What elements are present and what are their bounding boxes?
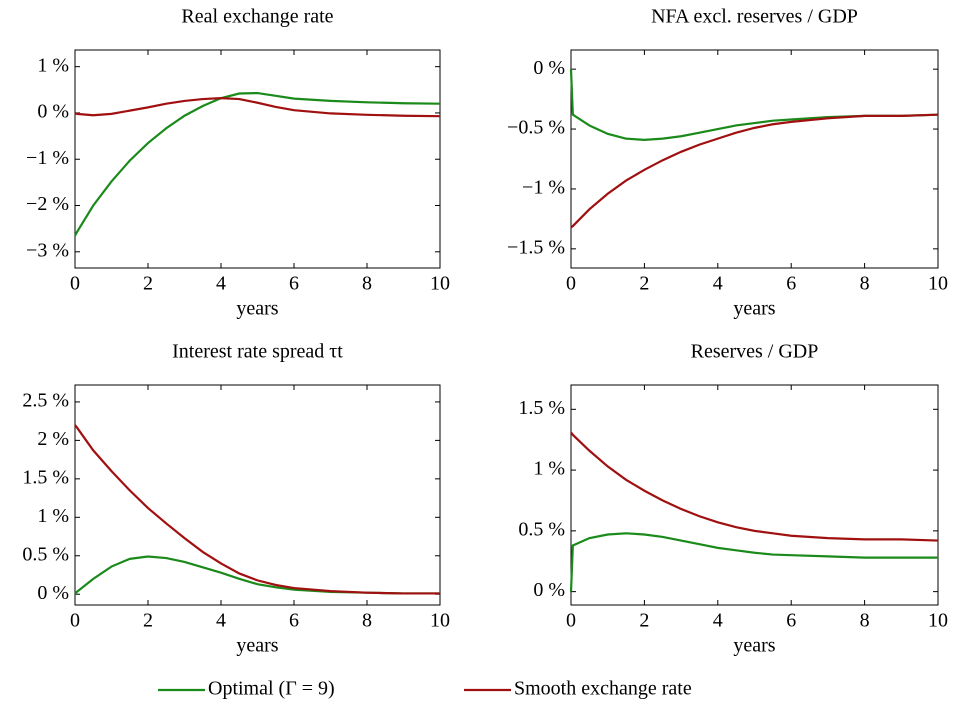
y-tick-label: −3 % [26,239,69,261]
x-tick-label: 6 [289,610,299,632]
x-axis-label: years [236,635,278,657]
x-tick-label: 4 [713,610,723,632]
chart-title: Reserves / GDP [691,341,819,363]
legend-label: Optimal (Γ = 9) [208,678,335,700]
chart-title: Real exchange rate [181,6,333,28]
x-tick-label: 10 [928,273,948,295]
y-tick-label: 2.5 % [22,390,69,412]
plot-frame [570,49,939,269]
x-tick-label: 0 [70,610,80,632]
y-tick-label: −1.5 % [507,236,565,258]
chart-title: NFA excl. reserves / GDP [651,6,858,28]
series-line [74,97,441,118]
y-tick-label: −1 % [522,177,565,199]
x-tick-label: 6 [786,273,796,295]
y-tick-label: 1.5 % [518,397,565,419]
y-tick-label: 2 % [37,428,69,450]
y-tick-label: 0 % [533,579,565,601]
x-tick-label: 0 [566,273,576,295]
legend-label: Smooth exchange rate [514,678,692,700]
y-tick-label: 0.5 % [518,518,565,540]
x-tick-label: 10 [430,610,450,632]
plot-frame [570,384,939,606]
y-tick-label: 1 % [37,54,69,76]
series-line [570,113,939,229]
x-tick-label: 8 [362,610,372,632]
x-axis-label: years [236,298,278,320]
x-tick-label: 0 [566,610,576,632]
y-tick-label: −0.5 % [507,117,565,139]
x-tick-label: 10 [928,610,948,632]
x-tick-label: 0 [70,273,80,295]
plot-frame [74,49,441,269]
x-tick-label: 4 [216,610,226,632]
x-axis-label: years [733,635,775,657]
series-line [569,532,938,592]
chart-title: Interest rate spread τt [172,341,343,363]
x-tick-label: 8 [860,610,870,632]
x-tick-label: 4 [713,273,723,295]
series-line [569,69,939,141]
series-line [74,91,441,237]
x-tick-label: 10 [430,273,450,295]
series-line [570,431,939,542]
x-tick-label: 2 [143,273,153,295]
y-tick-label: 0 % [533,57,565,79]
y-tick-label: 0.5 % [22,543,69,565]
y-tick-label: 1 % [37,505,69,527]
x-tick-label: 2 [143,610,153,632]
x-tick-label: 4 [216,273,226,295]
x-axis-label: years [733,298,775,320]
y-tick-label: 1 % [533,458,565,480]
y-tick-label: 1.5 % [22,466,69,488]
y-tick-label: 0 % [37,582,69,604]
plot-frame [74,384,441,606]
x-tick-label: 8 [860,273,870,295]
series-line [74,555,440,595]
x-tick-label: 2 [639,273,649,295]
x-tick-label: 8 [362,273,372,295]
x-tick-label: 6 [289,273,299,295]
series-line [74,424,440,595]
y-tick-label: −1 % [26,147,69,169]
x-tick-label: 6 [786,610,796,632]
y-tick-label: −2 % [26,193,69,215]
x-tick-label: 2 [639,610,649,632]
y-tick-label: 0 % [37,101,69,123]
